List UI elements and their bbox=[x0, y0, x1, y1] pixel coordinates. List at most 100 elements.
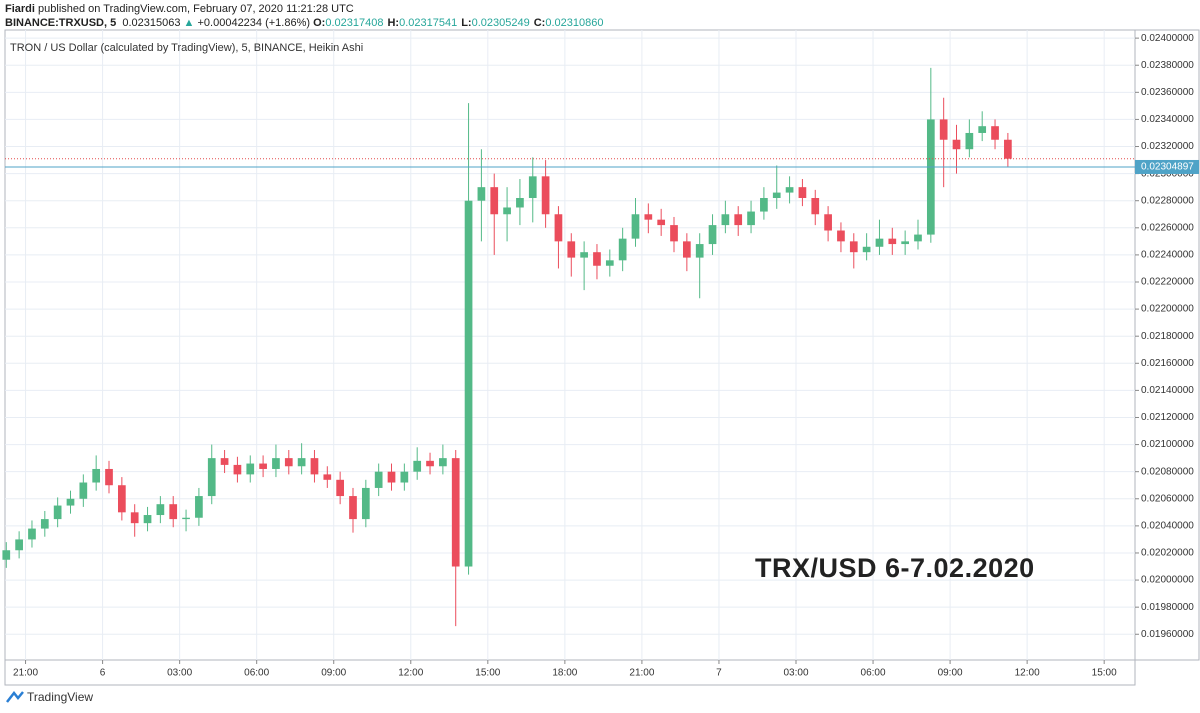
candle-body bbox=[284, 458, 293, 467]
candle-body bbox=[965, 132, 974, 150]
candle-body bbox=[605, 260, 614, 266]
candle-body bbox=[105, 468, 113, 486]
candle-body bbox=[297, 458, 306, 467]
x-tick-label: 18:00 bbox=[552, 668, 577, 679]
candle-body bbox=[79, 482, 88, 499]
candle-body bbox=[901, 241, 909, 245]
y-tick-label: 0.02240000 bbox=[1141, 250, 1194, 261]
x-tick-label: 12:00 bbox=[1015, 668, 1040, 679]
candle-body bbox=[824, 214, 832, 231]
candle-body bbox=[220, 458, 229, 465]
candle-body bbox=[233, 464, 242, 475]
candle-body bbox=[875, 238, 884, 247]
candle-body bbox=[708, 225, 717, 245]
candle-body bbox=[541, 176, 550, 215]
candle-body bbox=[734, 214, 743, 226]
y-tick-label: 0.02040000 bbox=[1141, 521, 1194, 532]
candle-body bbox=[862, 246, 871, 253]
candle-body bbox=[387, 471, 396, 483]
candle-body bbox=[66, 498, 75, 506]
x-tick-label: 12:00 bbox=[398, 668, 423, 679]
candle-body bbox=[760, 198, 768, 212]
ohlc-value: 0.02305249 bbox=[471, 17, 530, 29]
candle-body bbox=[644, 214, 653, 220]
y-tick-label: 0.02220000 bbox=[1141, 277, 1194, 288]
y-tick-label: 0.02080000 bbox=[1141, 466, 1194, 477]
author: Fiardi bbox=[5, 3, 35, 15]
y-tick-label: 0.02400000 bbox=[1141, 33, 1194, 44]
candle-body bbox=[143, 515, 152, 524]
candle-body bbox=[426, 460, 434, 467]
x-tick-label: 09:00 bbox=[321, 668, 346, 679]
x-tick-label: 7 bbox=[716, 668, 722, 679]
y-tick-label: 0.02120000 bbox=[1141, 412, 1194, 423]
candle-body bbox=[207, 458, 216, 497]
y-tick-label: 0.02340000 bbox=[1141, 114, 1194, 125]
y-tick-label: 0.02280000 bbox=[1141, 195, 1194, 206]
last-price-label: 0.02304897 bbox=[1141, 162, 1194, 173]
x-tick-label: 03:00 bbox=[167, 668, 192, 679]
candle-body bbox=[695, 244, 704, 258]
y-tick-label: 0.01960000 bbox=[1141, 629, 1194, 640]
published: published on TradingView.com, February 0… bbox=[38, 3, 354, 15]
ohlc-label: H: bbox=[387, 17, 400, 29]
candle-body bbox=[451, 458, 460, 567]
candle-body bbox=[618, 238, 627, 261]
y-tick-label: 0.02260000 bbox=[1141, 222, 1194, 233]
candle-body bbox=[2, 550, 11, 560]
y-tick-label: 0.02180000 bbox=[1141, 331, 1194, 342]
y-tick-label: 0.02380000 bbox=[1141, 60, 1194, 71]
arrow: ▲ bbox=[183, 17, 195, 29]
candle-body bbox=[336, 479, 344, 497]
y-tick-label: 0.02100000 bbox=[1141, 439, 1194, 450]
candle-body bbox=[130, 512, 139, 524]
candle-body bbox=[939, 119, 948, 140]
candle-body bbox=[991, 126, 999, 140]
candle-body bbox=[439, 458, 447, 467]
brand: TradingView bbox=[27, 690, 94, 704]
x-tick-label: 09:00 bbox=[938, 668, 963, 679]
candle-body bbox=[195, 496, 203, 518]
candle-body bbox=[92, 468, 101, 483]
ohlc-value: 0.02317408 bbox=[325, 17, 384, 29]
candle-body bbox=[914, 234, 922, 242]
y-tick-label: 0.02320000 bbox=[1141, 141, 1194, 152]
symbol: BINANCE:TRXUSD, 5 bbox=[5, 17, 117, 29]
candle-body bbox=[811, 198, 820, 215]
candle-body bbox=[554, 214, 563, 242]
y-tick-label: 0.02200000 bbox=[1141, 304, 1194, 315]
subtitle: TRON / US Dollar (calculated by TradingV… bbox=[10, 42, 364, 54]
candle-body bbox=[888, 238, 897, 245]
candle-body bbox=[631, 214, 640, 239]
candle-body bbox=[567, 241, 576, 258]
candle-body bbox=[490, 187, 499, 215]
change: +0.00042234 (+1.86%) bbox=[197, 17, 311, 29]
candle-body bbox=[516, 198, 524, 208]
y-tick-label: 0.01980000 bbox=[1141, 602, 1194, 613]
candle-body bbox=[374, 471, 383, 488]
candle-body bbox=[400, 471, 409, 483]
x-tick-label: 15:00 bbox=[475, 668, 500, 679]
candle-body bbox=[683, 241, 691, 258]
y-tick-label: 0.02000000 bbox=[1141, 575, 1194, 586]
candle-body bbox=[503, 207, 511, 215]
x-tick-label: 15:00 bbox=[1092, 668, 1117, 679]
candle-body bbox=[670, 225, 678, 242]
candle-body bbox=[657, 219, 666, 226]
candle-body bbox=[772, 192, 781, 198]
x-tick-label: 21:00 bbox=[629, 668, 654, 679]
time-axis bbox=[4, 659, 1136, 686]
candle-body bbox=[798, 187, 807, 198]
y-tick-label: 0.02360000 bbox=[1141, 87, 1194, 98]
candle-body bbox=[926, 119, 935, 235]
candle-body bbox=[837, 230, 845, 242]
candle-body bbox=[15, 539, 23, 551]
candle-body bbox=[182, 517, 190, 520]
x-tick-label: 06:00 bbox=[244, 668, 269, 679]
candle-body bbox=[169, 504, 178, 520]
candle-body bbox=[156, 504, 165, 516]
ohlc-value: 0.02310860 bbox=[545, 17, 604, 29]
footer: TradingView bbox=[6, 690, 93, 704]
logo bbox=[6, 691, 24, 703]
